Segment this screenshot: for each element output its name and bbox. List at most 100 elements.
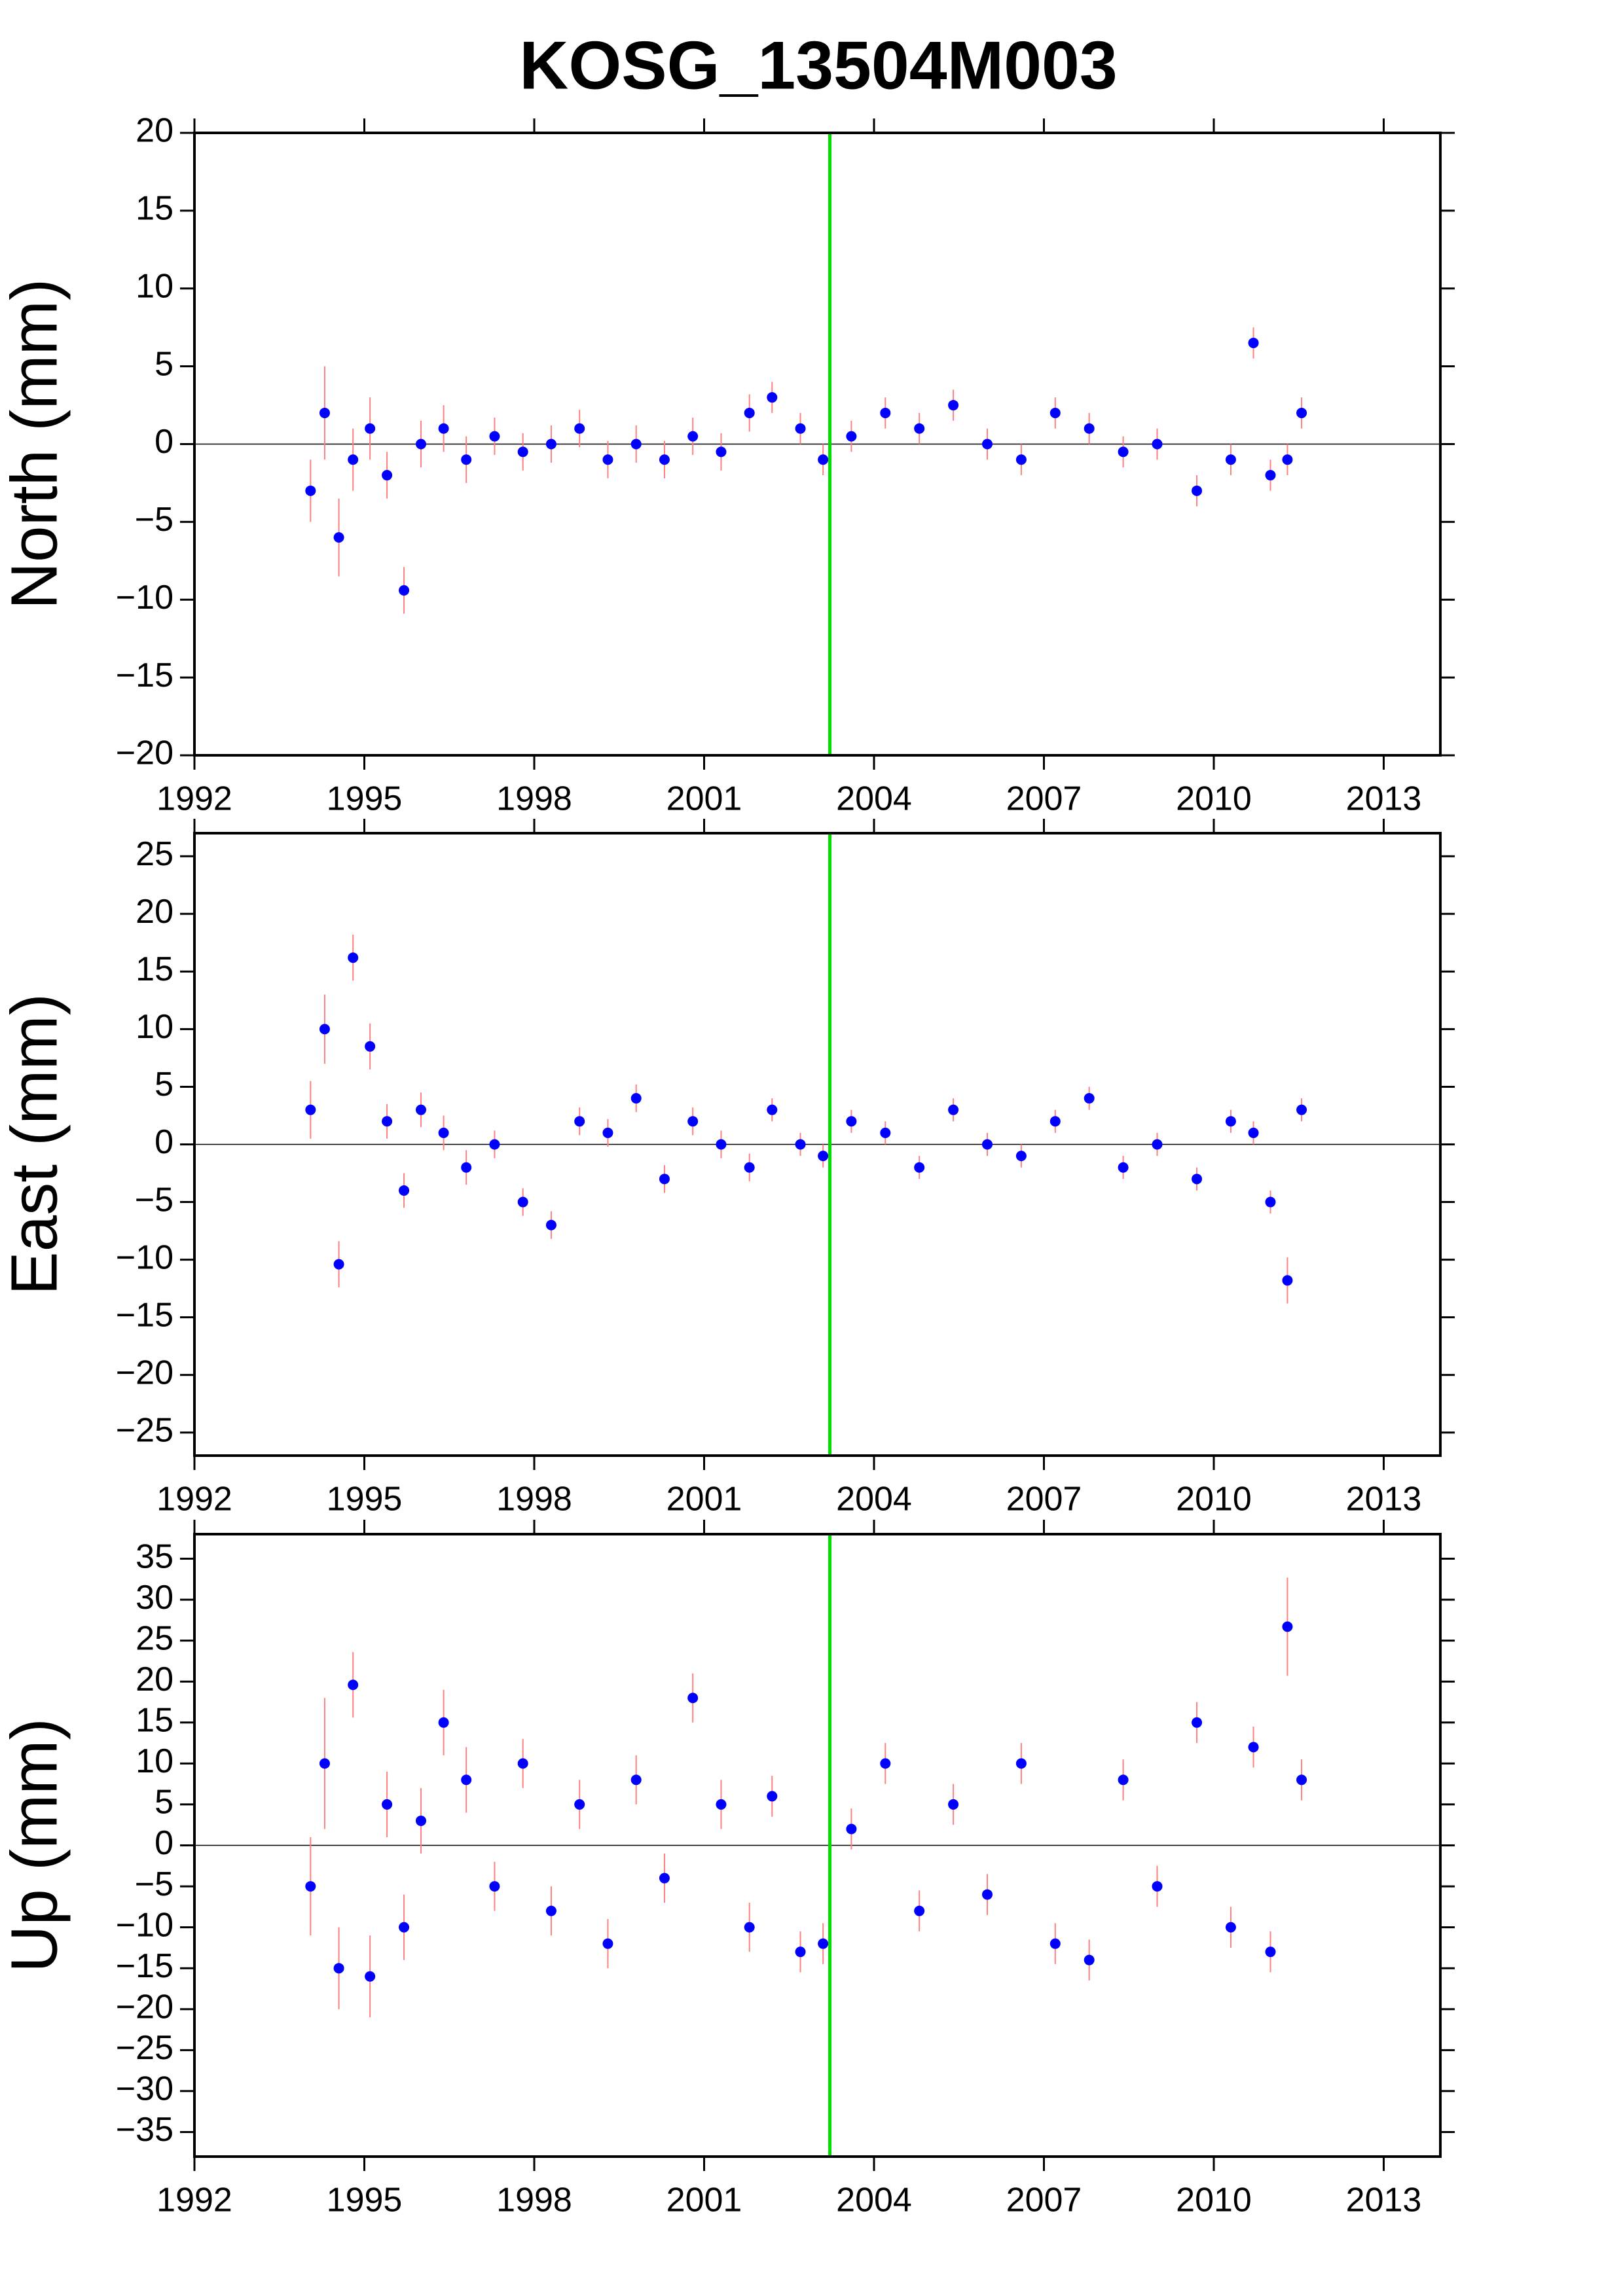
data-point bbox=[1265, 1196, 1276, 1208]
data-point bbox=[744, 1922, 755, 1933]
data-point bbox=[1015, 1758, 1027, 1769]
y-tick-label: −15 bbox=[116, 1947, 173, 1985]
y-tick-label: −20 bbox=[116, 1354, 173, 1391]
data-point bbox=[305, 485, 316, 496]
x-tick-label: 2013 bbox=[1346, 780, 1422, 818]
x-tick-label: 1992 bbox=[156, 2181, 232, 2219]
chart-title: KOSG_13504M003 bbox=[519, 27, 1117, 103]
x-tick-label: 2001 bbox=[666, 2181, 742, 2219]
y-tick-label: 10 bbox=[136, 1008, 173, 1046]
y-tick-label: −30 bbox=[116, 2070, 173, 2108]
y-tick-label: −15 bbox=[116, 656, 173, 694]
data-point bbox=[880, 407, 891, 418]
data-point bbox=[716, 1799, 727, 1810]
y-tick-label: −25 bbox=[116, 2029, 173, 2067]
data-point bbox=[517, 446, 528, 457]
data-point bbox=[416, 1815, 426, 1826]
data-point bbox=[1118, 446, 1129, 457]
x-tick-label: 1998 bbox=[496, 1480, 572, 1518]
y-tick-label: −5 bbox=[135, 1865, 173, 1903]
data-point bbox=[382, 1799, 393, 1810]
data-point bbox=[744, 407, 755, 418]
data-point bbox=[461, 1162, 472, 1173]
data-point bbox=[982, 1139, 993, 1150]
y-tick-label: −5 bbox=[135, 501, 173, 539]
y-tick-label: 5 bbox=[155, 1784, 173, 1821]
data-point bbox=[914, 1162, 925, 1173]
x-tick-label: 2007 bbox=[1006, 780, 1082, 818]
data-point bbox=[795, 1946, 806, 1958]
data-point bbox=[1084, 1954, 1095, 1965]
data-point bbox=[716, 1139, 727, 1150]
data-point bbox=[1296, 1774, 1307, 1785]
y-tick-label: 20 bbox=[136, 893, 173, 931]
x-tick-label: 2010 bbox=[1176, 1480, 1252, 1518]
data-point bbox=[438, 1717, 449, 1728]
data-point bbox=[982, 1889, 993, 1900]
data-point bbox=[1296, 407, 1307, 418]
x-tick-label: 1998 bbox=[496, 2181, 572, 2219]
data-point bbox=[382, 1116, 393, 1127]
data-point bbox=[574, 423, 585, 434]
data-point bbox=[659, 454, 670, 465]
data-point bbox=[333, 532, 344, 543]
data-point bbox=[399, 1922, 410, 1933]
data-point bbox=[602, 1127, 613, 1138]
data-point bbox=[348, 952, 359, 963]
x-tick-label: 2010 bbox=[1176, 780, 1252, 818]
y-tick-label: 20 bbox=[136, 112, 173, 150]
data-point bbox=[982, 439, 993, 450]
data-point bbox=[630, 439, 642, 450]
data-point bbox=[846, 1823, 857, 1835]
x-tick-label: 2007 bbox=[1006, 2181, 1082, 2219]
data-point bbox=[914, 423, 925, 434]
y-tick-label: 30 bbox=[136, 1579, 173, 1617]
data-point bbox=[1248, 1127, 1259, 1138]
data-point bbox=[914, 1905, 925, 1916]
data-point bbox=[880, 1127, 891, 1138]
data-point bbox=[1192, 485, 1203, 496]
y-tick-label: 5 bbox=[155, 345, 173, 383]
x-tick-label: 2013 bbox=[1346, 1480, 1422, 1518]
data-point bbox=[416, 439, 426, 450]
data-point bbox=[602, 1938, 613, 1949]
data-point bbox=[1225, 1922, 1236, 1933]
y-tick-label: 5 bbox=[155, 1066, 173, 1103]
data-point bbox=[399, 1185, 410, 1196]
data-point bbox=[348, 454, 359, 465]
data-point bbox=[545, 1219, 556, 1230]
y-tick-label: 25 bbox=[136, 1619, 173, 1657]
data-point bbox=[1265, 1946, 1276, 1958]
data-point bbox=[489, 431, 500, 442]
data-point bbox=[517, 1758, 528, 1769]
data-point bbox=[818, 454, 829, 465]
data-point bbox=[767, 1791, 778, 1802]
data-point bbox=[1192, 1174, 1203, 1185]
y-tick-label: −25 bbox=[116, 1412, 173, 1450]
data-point bbox=[1296, 1104, 1307, 1115]
data-point bbox=[687, 1693, 699, 1704]
data-point bbox=[948, 400, 959, 411]
data-point bbox=[1282, 454, 1293, 465]
data-point bbox=[305, 1881, 316, 1892]
y-tick-label: −10 bbox=[116, 1238, 173, 1276]
data-point bbox=[1282, 1621, 1293, 1632]
data-point bbox=[365, 1041, 376, 1052]
data-point bbox=[1192, 1717, 1203, 1728]
data-point bbox=[399, 584, 410, 596]
data-point bbox=[574, 1799, 585, 1810]
data-point bbox=[1049, 1938, 1061, 1949]
data-point bbox=[438, 423, 449, 434]
data-point bbox=[545, 1905, 556, 1916]
data-point bbox=[1225, 1116, 1236, 1127]
x-tick-label: 2004 bbox=[836, 1480, 912, 1518]
data-point bbox=[517, 1196, 528, 1208]
data-point bbox=[716, 446, 727, 457]
data-point bbox=[1152, 439, 1163, 450]
data-point bbox=[489, 1881, 500, 1892]
y-tick-label: 10 bbox=[136, 267, 173, 305]
data-point bbox=[948, 1799, 959, 1810]
y-tick-label: 15 bbox=[136, 1702, 173, 1740]
